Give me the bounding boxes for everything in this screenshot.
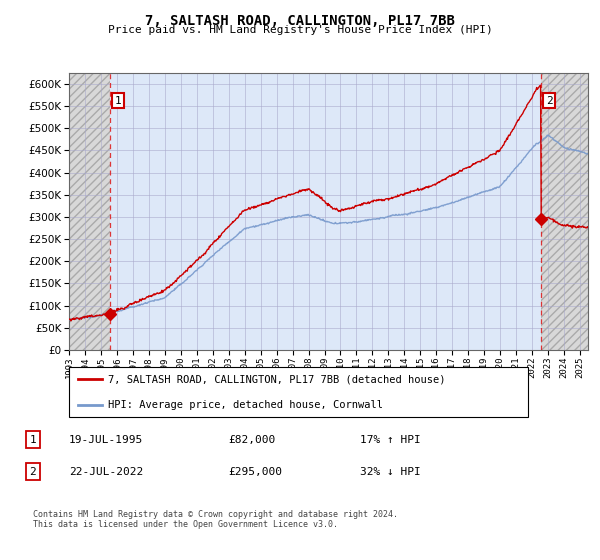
Text: HPI: Average price, detached house, Cornwall: HPI: Average price, detached house, Corn… <box>108 400 383 410</box>
Text: 2: 2 <box>545 96 553 105</box>
Text: Contains HM Land Registry data © Crown copyright and database right 2024.
This d: Contains HM Land Registry data © Crown c… <box>33 510 398 529</box>
Text: 1: 1 <box>115 96 121 105</box>
Bar <box>69 73 110 350</box>
Text: £82,000: £82,000 <box>228 435 275 445</box>
Text: 17% ↑ HPI: 17% ↑ HPI <box>360 435 421 445</box>
Bar <box>541 73 588 350</box>
Text: £295,000: £295,000 <box>228 466 282 477</box>
Text: Price paid vs. HM Land Registry's House Price Index (HPI): Price paid vs. HM Land Registry's House … <box>107 25 493 35</box>
Text: 2: 2 <box>29 466 37 477</box>
Text: 7, SALTASH ROAD, CALLINGTON, PL17 7BB (detached house): 7, SALTASH ROAD, CALLINGTON, PL17 7BB (d… <box>108 374 445 384</box>
Text: 19-JUL-1995: 19-JUL-1995 <box>69 435 143 445</box>
Text: 1: 1 <box>29 435 37 445</box>
Text: 7, SALTASH ROAD, CALLINGTON, PL17 7BB: 7, SALTASH ROAD, CALLINGTON, PL17 7BB <box>145 14 455 28</box>
Text: 32% ↓ HPI: 32% ↓ HPI <box>360 466 421 477</box>
Text: 22-JUL-2022: 22-JUL-2022 <box>69 466 143 477</box>
